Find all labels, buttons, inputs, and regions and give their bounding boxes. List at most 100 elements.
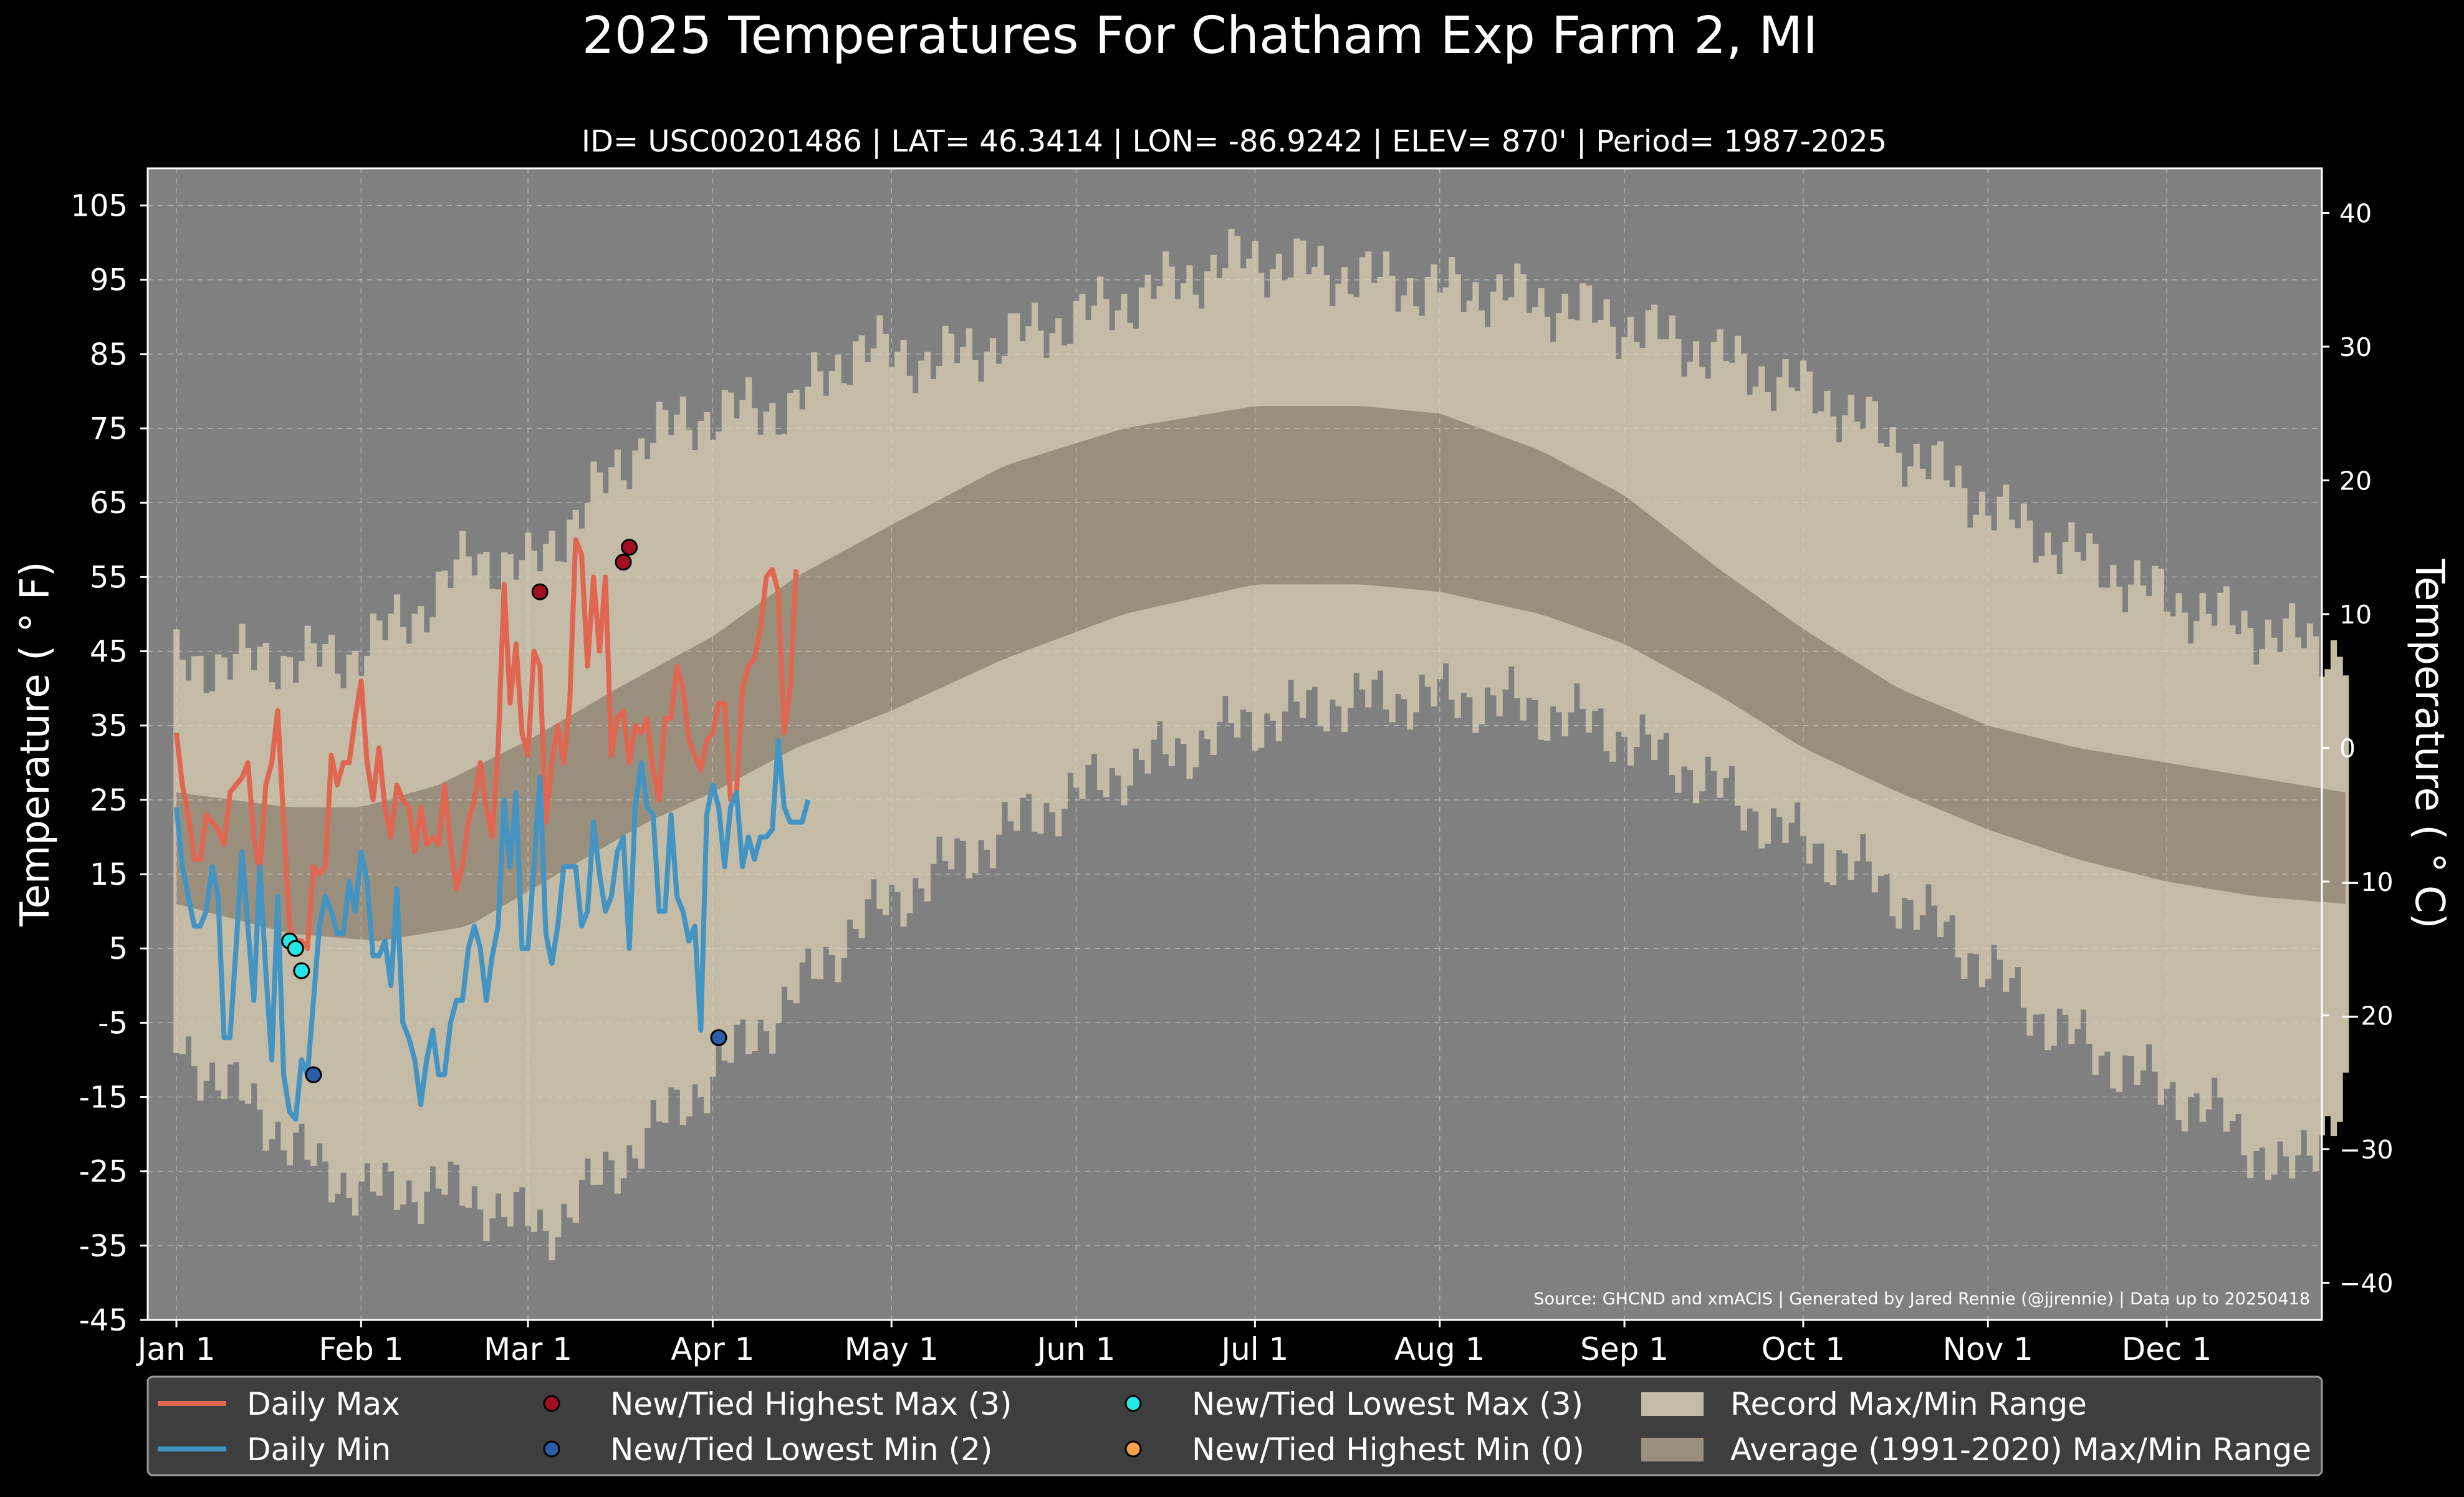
x-tick-label: Nov 1 <box>1943 1331 2033 1367</box>
record-range-bar <box>1848 395 1854 880</box>
y-tick-label: 75 <box>90 412 128 446</box>
record-range-bar <box>1812 413 1819 844</box>
y-right-tick-label: −40 <box>2339 1268 2394 1298</box>
y-right-tick-label: −10 <box>2339 867 2394 897</box>
record-range-bar <box>2253 664 2260 1151</box>
record-range-bar <box>1925 479 1932 885</box>
record-range-bar <box>2271 637 2278 1175</box>
y-tick-label: 105 <box>70 189 128 224</box>
legend-swatch-dot <box>1124 1395 1142 1412</box>
plot-area: Source: GHCND and xmACIS | Generated by … <box>146 167 2349 1321</box>
x-tick-label: Jun 1 <box>1035 1331 1116 1367</box>
y-tick-label: 15 <box>90 857 128 892</box>
legend-swatch-patch <box>1641 1438 1704 1461</box>
y-tick-label: 35 <box>90 709 128 744</box>
record-range-bar <box>1913 443 1920 930</box>
record-range-bar <box>2247 628 2254 1178</box>
record-range-bar <box>1842 415 1849 854</box>
x-tick-label: Oct 1 <box>1762 1331 1845 1367</box>
source-note: Source: GHCND and xmACIS | Generated by … <box>1533 1289 2310 1309</box>
plot-frame <box>146 167 2323 1321</box>
record-range-bar <box>2259 649 2266 1148</box>
record-range-bar <box>1836 442 1843 850</box>
legend: Daily Max Daily Min New/Tied Highest Max (… <box>146 1375 2323 1476</box>
legend-label: Average (1991-2020) Max/Min Range <box>1730 1432 2311 1468</box>
record-range-bar <box>1717 329 1723 798</box>
y-right-tick-label: 0 <box>2339 733 2356 763</box>
record-range-bar <box>1782 359 1789 843</box>
y-tick-label: 25 <box>90 783 128 818</box>
x-tick-label: Sep 1 <box>1580 1331 1669 1367</box>
x-tick-label: Feb 1 <box>319 1331 403 1367</box>
y-tick-label: 5 <box>108 931 128 966</box>
record-range-bar <box>1889 427 1896 917</box>
record-range-bar <box>1919 468 1926 915</box>
record-range-bar <box>1949 486 1956 916</box>
y-axis-right: 40 30 20 10 0 −10 −20 −30 −40 <box>2322 198 2394 1298</box>
record-range-bar <box>1794 391 1801 802</box>
record-range-bar <box>1931 445 1938 906</box>
legend-swatch-dot <box>1124 1440 1142 1458</box>
record-range-bar <box>1937 441 1944 937</box>
x-tick-label: Dec 1 <box>2122 1331 2212 1367</box>
new-lowest-min-marker <box>710 1029 727 1046</box>
record-range-bar <box>1806 371 1813 864</box>
legend-label: New/Tied Highest Max (3) <box>610 1386 1012 1422</box>
legend-label: New/Tied Highest Min (0) <box>1192 1432 1584 1468</box>
record-range-bar <box>1734 335 1742 806</box>
legend-label: Daily Max <box>247 1386 400 1422</box>
y-axis-left: 105 95 85 75 65 55 45 35 25 15 5 -5 -15 -25 -35 -45 <box>70 189 148 1338</box>
record-range-bar <box>1710 342 1717 771</box>
x-tick-label: Jan 1 <box>136 1331 216 1367</box>
y-tick-label: -35 <box>79 1229 128 1264</box>
new-lowest-max-marker <box>293 962 310 980</box>
record-range-bar <box>1955 465 1962 958</box>
normal-range-band <box>176 406 2346 941</box>
x-tick-label: Mar 1 <box>484 1331 572 1367</box>
legend-box <box>146 1375 2323 1476</box>
legend-label: Record Max/Min Range <box>1730 1386 2087 1422</box>
y-tick-label: 55 <box>90 560 128 595</box>
legend-label: Daily Min <box>247 1432 391 1468</box>
record-range-bar <box>2313 636 2319 1172</box>
y-right-tick-label: 30 <box>2339 332 2372 362</box>
record-range-bar <box>1728 362 1735 766</box>
y-axis-label-left: Temperature ( ° F) <box>12 561 59 927</box>
x-tick-label: Apr 1 <box>671 1331 754 1367</box>
y-tick-label: -15 <box>79 1081 128 1115</box>
new-highest-max-marker <box>531 583 549 600</box>
record-range-bar <box>1788 387 1795 823</box>
record-range-bar <box>1722 361 1729 779</box>
y-tick-label: 65 <box>90 486 128 521</box>
x-tick-label: Jul 1 <box>1219 1331 1288 1367</box>
y-axis-label-right: Temperature ( ° C) <box>2406 558 2452 928</box>
y-tick-label: -45 <box>79 1303 128 1338</box>
legend-label: New/Tied Lowest Max (3) <box>1192 1386 1583 1422</box>
record-range-bar <box>1883 446 1891 874</box>
y-right-tick-label: −30 <box>2339 1135 2394 1165</box>
record-range-bar <box>1877 443 1884 876</box>
new-lowest-min-marker <box>305 1066 322 1084</box>
chart-subtitle: ID= USC00201486 | LAT= 46.3414 | LON= -8… <box>582 124 1887 159</box>
record-range-bar <box>1859 428 1866 834</box>
legend-label: New/Tied Lowest Min (2) <box>610 1432 992 1468</box>
record-range-bar <box>1997 496 2003 960</box>
legend-swatch-dot <box>543 1440 560 1458</box>
y-right-tick-label: 40 <box>2339 198 2372 228</box>
x-tick-label: Aug 1 <box>1394 1331 1485 1367</box>
record-range-bar <box>1907 466 1914 900</box>
y-right-tick-label: −20 <box>2339 1001 2394 1031</box>
y-tick-label: 95 <box>90 263 128 298</box>
new-highest-max-marker <box>615 554 632 571</box>
y-tick-label: -5 <box>98 1006 128 1041</box>
record-range-bar <box>2342 675 2349 1073</box>
daily-max-line <box>174 537 799 951</box>
record-range-bar <box>2265 619 2271 1180</box>
new-lowest-max-marker <box>287 940 304 957</box>
legend-swatch-dot <box>543 1395 560 1412</box>
record-range-bar <box>537 571 544 1210</box>
daily-min-line <box>174 738 811 1122</box>
record-range-bar <box>1818 411 1824 844</box>
legend-swatch-patch <box>1641 1392 1704 1416</box>
x-tick-label: May 1 <box>845 1331 939 1367</box>
